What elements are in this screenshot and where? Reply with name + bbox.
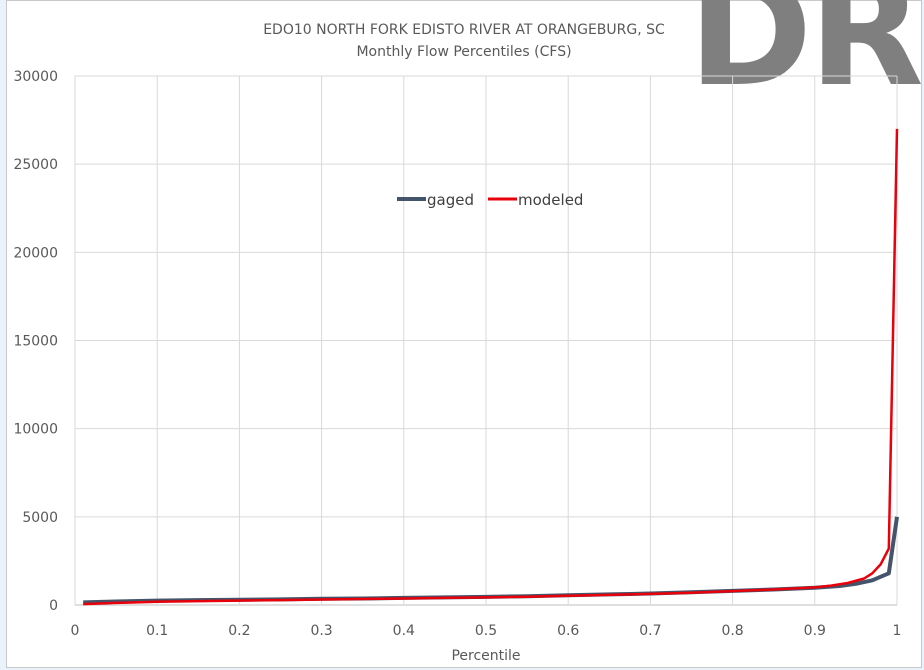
draft-watermark: DR [688,0,924,120]
y-tick-labels: 0 5000 10000 15000 20000 25000 30000 [13,69,58,614]
series-lines [83,128,899,606]
x-tick-label: 0.7 [639,623,661,639]
legend-label-modeled: modeled [518,191,583,209]
chart-frame [6,0,922,668]
x-tick-label: 0.8 [721,623,743,639]
y-tick-label: 20000 [13,245,58,261]
series-line-modeled [83,128,899,606]
x-tick-label: 0.9 [804,623,826,639]
x-tick-labels: 0 0.1 0.2 0.3 0.4 0.5 0.6 0.7 0.8 0.9 1 [71,623,902,639]
gridlines [74,75,898,606]
chart-title: EDO10 NORTH FORK EDISTO RIVER AT ORANGEB… [263,22,665,38]
x-tick-label: 1 [893,623,902,639]
y-tick-label: 30000 [13,69,58,85]
legend: gaged modeled [397,191,583,209]
x-tick-label: 0 [71,623,80,639]
y-tick-label: 25000 [13,157,58,173]
x-tick-label: 0.5 [475,623,497,639]
x-tick-label: 0.2 [228,623,250,639]
legend-label-gaged: gaged [427,191,474,209]
y-tick-label: 10000 [13,422,58,438]
y-tick-label: 0 [49,598,58,614]
x-tick-label: 0.1 [146,623,168,639]
chart-subtitle: Monthly Flow Percentiles (CFS) [356,44,571,60]
y-tick-label: 15000 [13,334,58,350]
x-tick-label: 0.6 [557,623,579,639]
y-tick-label: 5000 [22,510,58,526]
x-axis-title: Percentile [451,648,520,664]
x-tick-label: 0.3 [310,623,332,639]
x-tick-label: 0.4 [393,623,415,639]
